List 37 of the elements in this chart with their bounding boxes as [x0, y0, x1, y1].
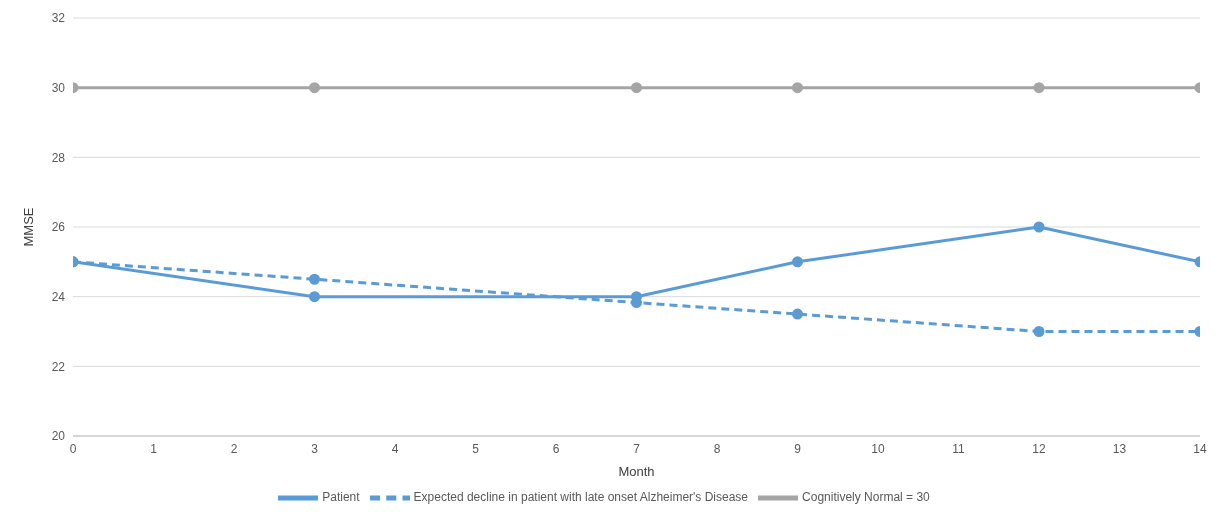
point [309, 291, 320, 303]
point [1033, 82, 1045, 94]
x-axis-title: Month [618, 464, 655, 479]
legend-label: Patient [322, 490, 360, 505]
legend-label: Expected decline in patient with late onset Alzheimer's Disease [413, 490, 749, 505]
y-tick-label: 32 [51, 11, 66, 26]
x-tick-label: 6 [552, 441, 560, 456]
y-tick-label: 26 [51, 220, 66, 235]
x-tick-label: 1 [150, 441, 158, 456]
y-tick-label: 24 [51, 289, 66, 304]
x-tick-label: 11 [952, 441, 966, 456]
y-tick-label: 28 [51, 150, 66, 165]
x-tick-label: 10 [871, 441, 885, 456]
x-tick-label: 7 [633, 441, 641, 456]
point [309, 273, 320, 285]
x-tick-label: 8 [713, 441, 721, 456]
point [1033, 326, 1045, 337]
point [1033, 221, 1045, 233]
x-tick-label: 0 [69, 441, 77, 456]
legend-label: Cognitively Normal = 30 [802, 490, 930, 505]
x-tick-label: 14 [1193, 441, 1207, 456]
point [309, 82, 320, 94]
x-tick-label: 12 [1032, 441, 1046, 456]
y-tick-label: 20 [51, 429, 66, 444]
point [631, 82, 642, 94]
point [792, 82, 803, 94]
y-tick-label: 22 [51, 359, 66, 374]
x-tick-label: 9 [794, 441, 802, 456]
x-tick-label: 5 [472, 441, 480, 456]
y-axis-title: MMSE [20, 207, 36, 247]
x-tick-label: 4 [391, 441, 399, 456]
x-tick-label: 3 [311, 441, 319, 456]
point [792, 308, 803, 320]
point [792, 256, 803, 268]
x-tick-label: 2 [230, 441, 238, 456]
x-tick-label: 13 [1112, 441, 1127, 456]
y-tick-label: 30 [51, 80, 66, 95]
